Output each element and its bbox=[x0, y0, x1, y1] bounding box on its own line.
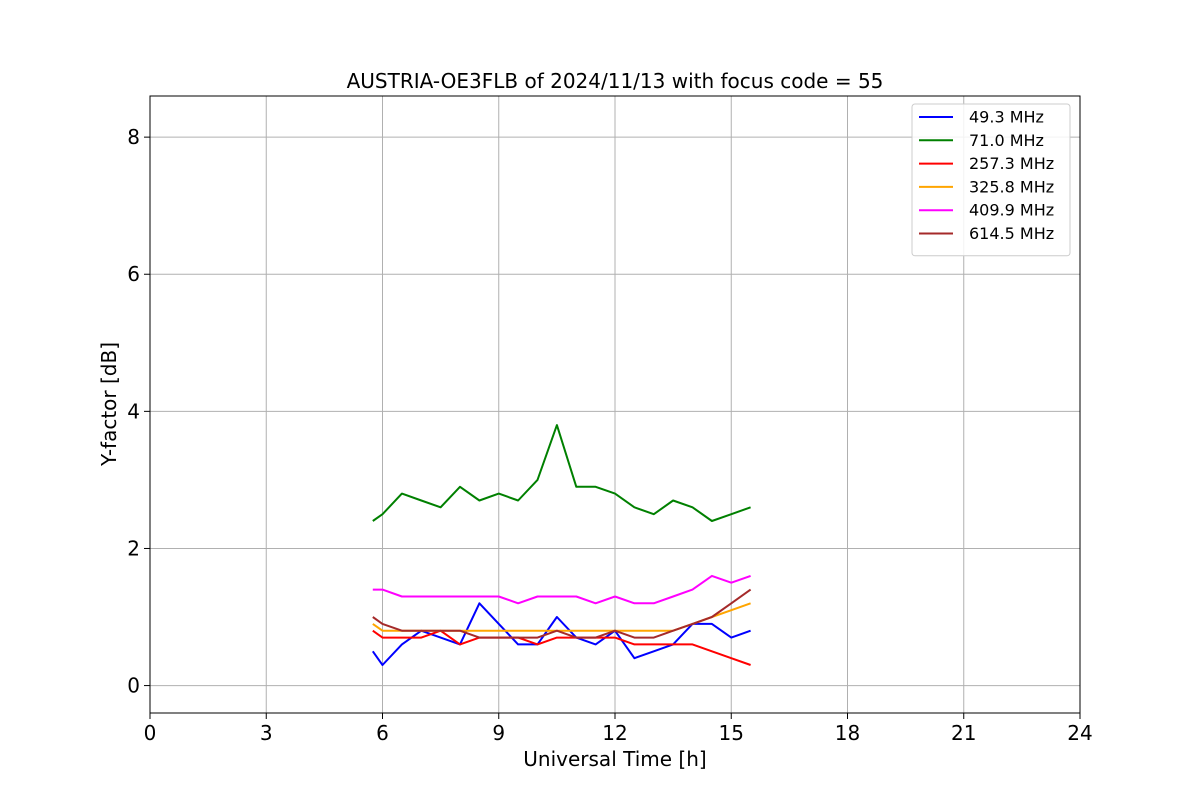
chart-title: AUSTRIA-OE3FLB of 2024/11/13 with focus … bbox=[347, 69, 884, 93]
series-line-614-5-mhz bbox=[372, 588, 752, 639]
legend-label-3: 325.8 MHz bbox=[969, 177, 1054, 196]
y-tick-label-1: 2 bbox=[127, 536, 140, 560]
y-tick-label-4: 8 bbox=[127, 125, 140, 149]
y-axis: 0 2 4 6 8 bbox=[127, 125, 150, 698]
y-tick-label-2: 4 bbox=[127, 399, 140, 423]
series-layer bbox=[371, 424, 752, 666]
legend: 49.3 MHz 71.0 MHz 257.3 MHz 325.8 MHz 409.9 … bbox=[911, 103, 1071, 257]
x-axis: 0 3 6 9 12 15 18 21 24 bbox=[144, 713, 1093, 745]
x-tick-label-0: 0 bbox=[144, 721, 157, 745]
grid bbox=[149, 96, 1081, 713]
legend-box bbox=[911, 103, 1071, 257]
series-line-257-3-mhz bbox=[372, 629, 751, 666]
x-tick-label-2: 6 bbox=[376, 721, 389, 745]
x-tick-label-4: 12 bbox=[602, 721, 627, 745]
series-line-409-9-mhz bbox=[372, 574, 751, 605]
x-tick-label-7: 21 bbox=[951, 721, 976, 745]
x-tick-label-5: 15 bbox=[719, 721, 744, 745]
y-tick-label-0: 0 bbox=[127, 674, 140, 698]
legend-label-4: 409.9 MHz bbox=[969, 201, 1054, 220]
x-axis-label: Universal Time [h] bbox=[523, 747, 706, 771]
y-tick-label-3: 6 bbox=[127, 262, 140, 286]
legend-label-1: 71.0 MHz bbox=[969, 131, 1044, 150]
x-tick-label-8: 24 bbox=[1067, 721, 1092, 745]
legend-label-0: 49.3 MHz bbox=[969, 108, 1044, 127]
legend-label-5: 614.5 MHz bbox=[969, 224, 1054, 243]
series-line-49-3-mhz bbox=[371, 602, 751, 666]
x-tick-label-3: 9 bbox=[492, 721, 505, 745]
y-axis-label: Y-factor [dB] bbox=[97, 342, 121, 467]
x-tick-label-1: 3 bbox=[260, 721, 273, 745]
legend-label-2: 257.3 MHz bbox=[969, 154, 1054, 173]
series-line-71-0-mhz bbox=[372, 424, 751, 522]
x-tick-label-6: 18 bbox=[835, 721, 860, 745]
